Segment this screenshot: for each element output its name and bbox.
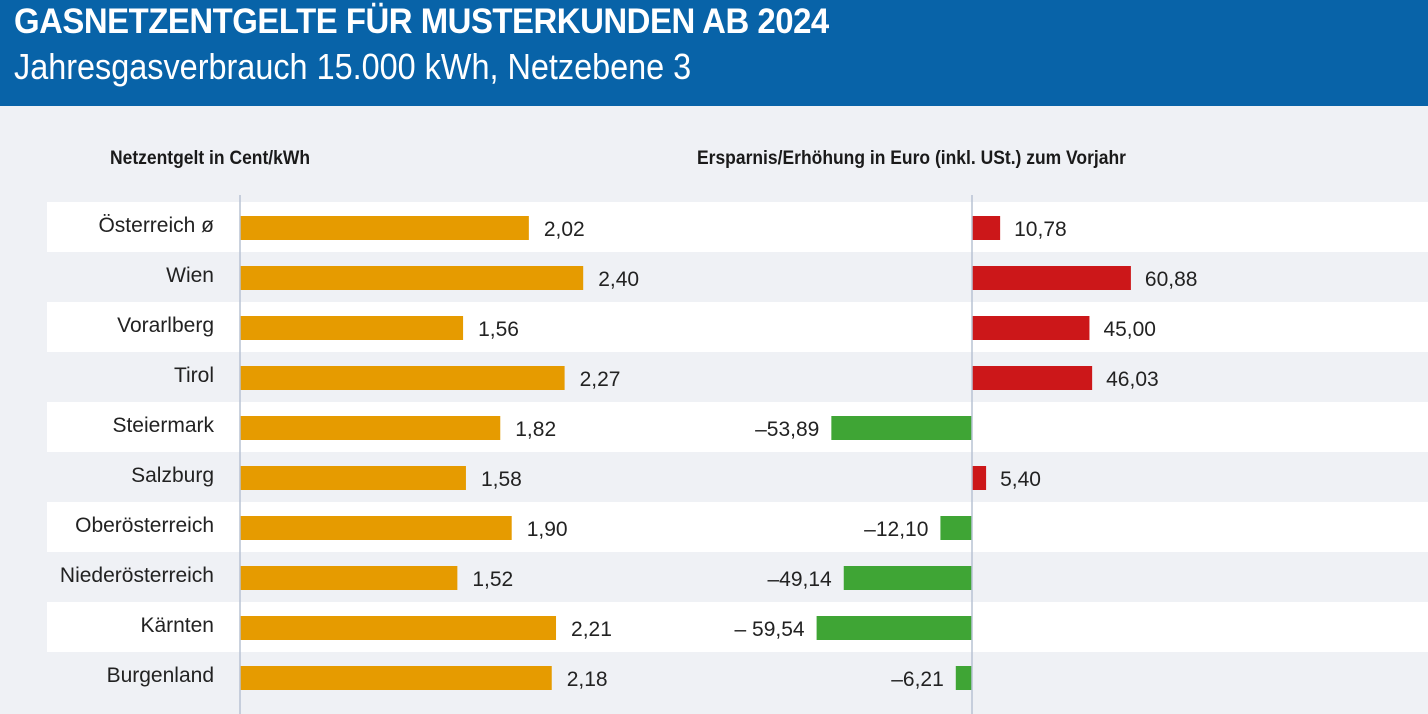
category-label: Niederösterreich <box>60 564 214 587</box>
change-value-label: –6,21 <box>891 668 944 691</box>
category-label: Oberösterreich <box>75 514 214 537</box>
change-value-label: 60,88 <box>1145 268 1198 291</box>
change-column-title: Ersparnis/Erhöhung in Euro (inkl. USt.) … <box>697 148 1126 169</box>
fee-value-label: 1,90 <box>527 518 568 541</box>
fee-value-label: 2,18 <box>567 668 608 691</box>
change-value-label: – 59,54 <box>735 618 805 641</box>
fee-value-label: 1,82 <box>515 418 556 441</box>
change-value-label: 5,40 <box>1000 468 1041 491</box>
change-value-label: 46,03 <box>1106 368 1159 391</box>
increase-bar <box>972 366 1093 390</box>
decrease-bar <box>831 416 972 440</box>
fee-bar <box>240 366 565 390</box>
increase-bar <box>972 266 1131 290</box>
fee-bar <box>240 216 529 240</box>
fee-bar <box>240 566 458 590</box>
category-label: Wien <box>166 264 214 287</box>
fee-value-label: 2,02 <box>544 218 585 241</box>
fee-bar <box>240 616 557 640</box>
fee-bar <box>240 516 512 540</box>
decrease-bar <box>816 616 972 640</box>
fee-value-label: 1,52 <box>472 568 513 591</box>
category-label: Kärnten <box>140 614 214 637</box>
fee-value-label: 1,56 <box>478 318 519 341</box>
increase-bar <box>972 316 1090 340</box>
fee-bar <box>240 316 464 340</box>
change-value-label: –53,89 <box>755 418 819 441</box>
chart-title: GASNETZENTGELTE FÜR MUSTERKUNDEN AB 2024 <box>14 2 829 41</box>
decrease-bar <box>843 566 972 590</box>
change-value-label: 10,78 <box>1014 218 1067 241</box>
fee-value-label: 2,27 <box>580 368 621 391</box>
fee-bar <box>240 416 501 440</box>
fee-value-label: 2,21 <box>571 618 612 641</box>
increase-bar <box>972 216 1001 240</box>
category-label: Österreich ø <box>98 214 214 237</box>
fee-column-title: Netzentgelt in Cent/kWh <box>110 148 311 169</box>
category-label: Steiermark <box>112 414 214 437</box>
change-value-label: –49,14 <box>768 568 833 591</box>
change-value-label: 45,00 <box>1103 318 1156 341</box>
decrease-bar <box>940 516 972 540</box>
decrease-bar <box>955 666 972 690</box>
fee-bar <box>240 666 552 690</box>
fee-value-label: 2,40 <box>598 268 639 291</box>
increase-bar <box>972 466 987 490</box>
fee-bar <box>240 466 466 490</box>
category-label: Burgenland <box>107 664 214 687</box>
category-label: Salzburg <box>131 464 214 487</box>
fee-bar <box>240 266 584 290</box>
category-label: Tirol <box>174 364 214 387</box>
header-banner: GASNETZENTGELTE FÜR MUSTERKUNDEN AB 2024… <box>0 0 1428 106</box>
change-value-label: –12,10 <box>864 518 928 541</box>
category-label: Vorarlberg <box>117 314 214 337</box>
chart-subtitle: Jahresgasverbrauch 15.000 kWh, Netzebene… <box>14 46 692 87</box>
fee-value-label: 1,58 <box>481 468 522 491</box>
